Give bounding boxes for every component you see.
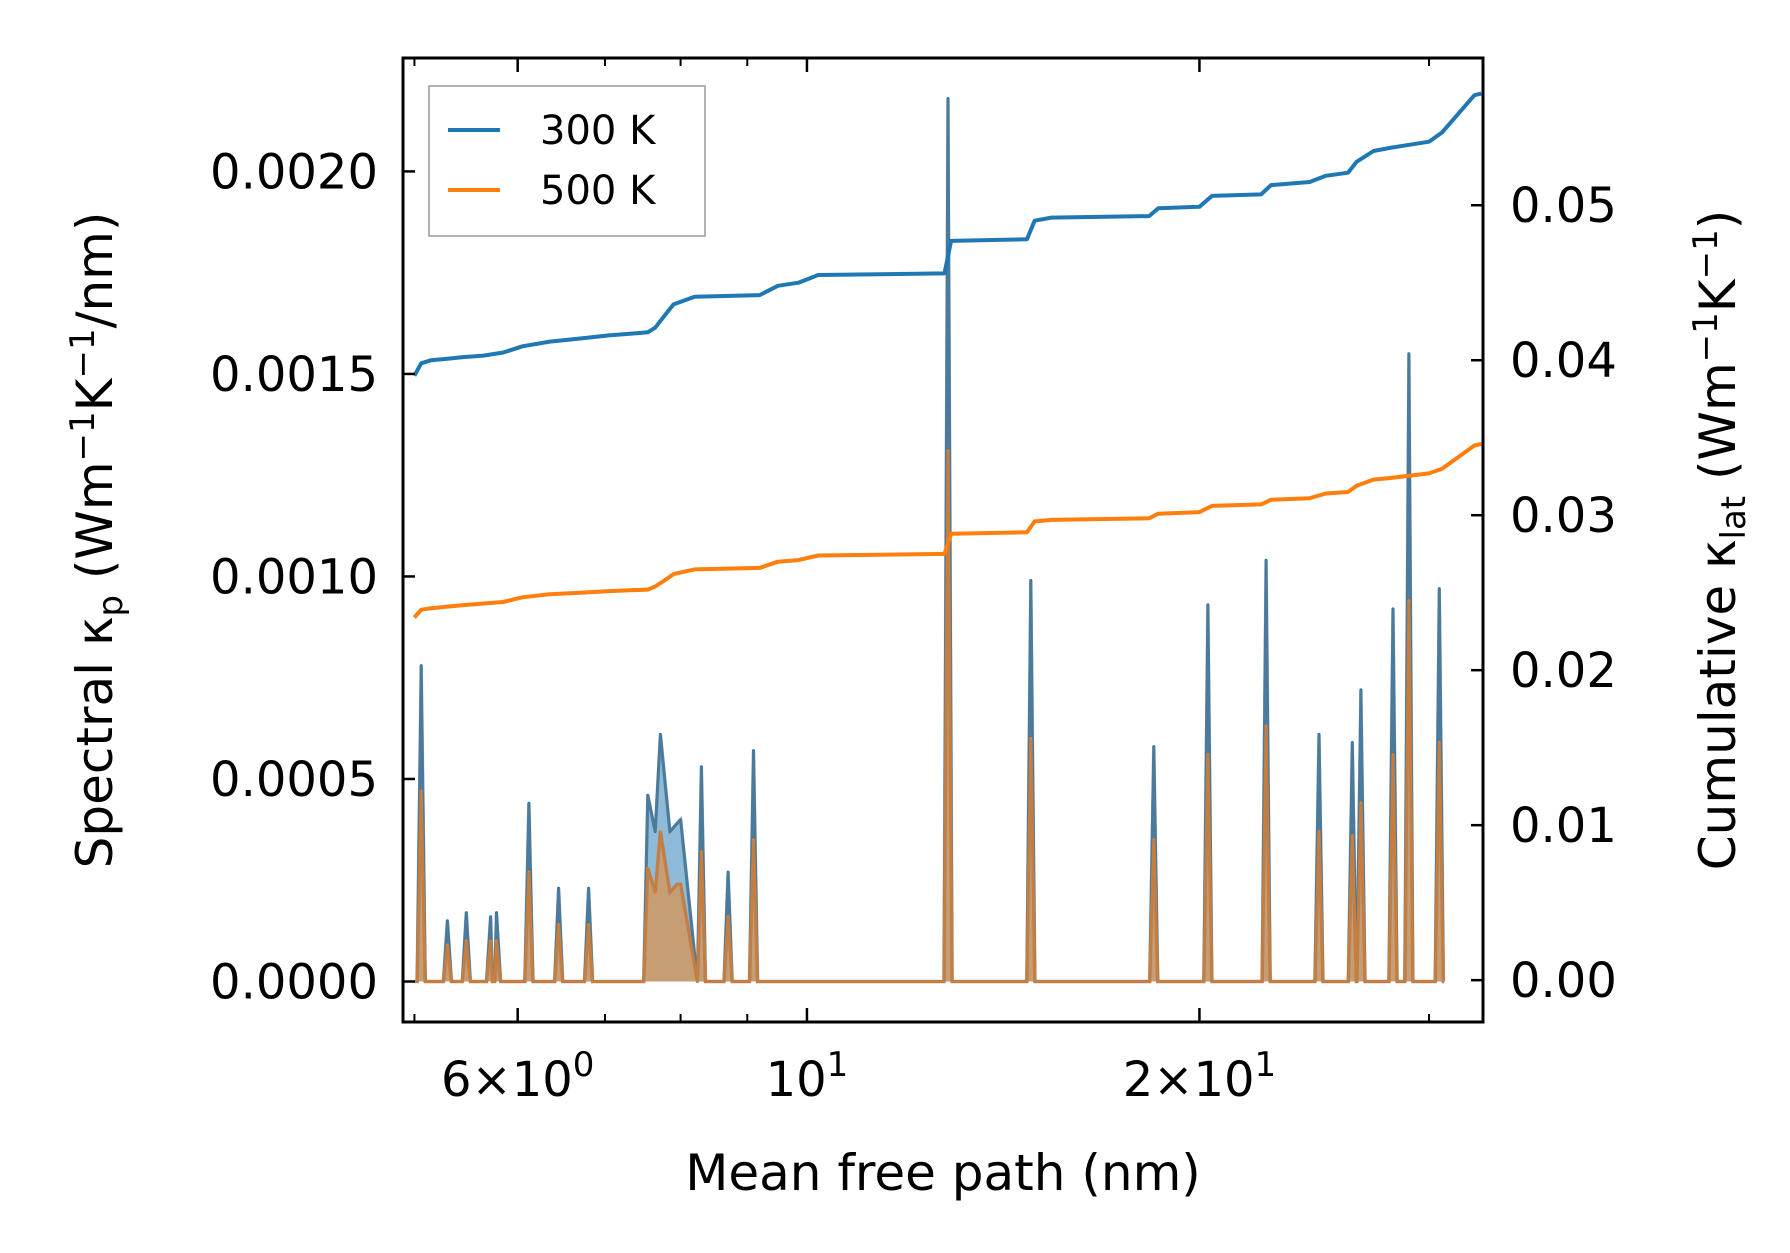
spectral-fill-500k [414, 450, 1444, 982]
y-left-axis-title: Spectral κp (Wm−1K−1/nm) [63, 212, 131, 869]
y-right-tick-label: 0.04 [1510, 333, 1617, 389]
x-tick-label: 6×100 [441, 1045, 594, 1108]
y-right-tick-label: 0.01 [1510, 798, 1617, 854]
x-tick-label: 2×101 [1123, 1045, 1276, 1108]
y-right-tick-label: 0.05 [1510, 178, 1617, 234]
y-left-tick-label: 0.0020 [210, 144, 378, 200]
legend-label-300k: 300 K [540, 108, 657, 154]
spectral-line-500k [414, 449, 1445, 983]
plot-frame [401, 56, 1485, 1024]
y-right-tick-label: 0.02 [1510, 643, 1617, 699]
spectral-layer [414, 97, 1446, 984]
y-left-tick-label: 0.0010 [210, 549, 378, 605]
y-left-tick-label: 0.0015 [210, 347, 378, 403]
x-axis-title: Mean free path (nm) [685, 1144, 1201, 1202]
legend-frame [428, 85, 706, 237]
legend-label-500k: 500 K [540, 168, 657, 214]
y-left-tick-label: 0.0000 [210, 954, 378, 1010]
y-right-axis-title: Cumulative κlat (Wm−1K−1) [1686, 210, 1754, 870]
cumulative-lines [412, 91, 1482, 619]
y-left-tick-label: 0.0005 [210, 752, 378, 808]
y-right-tick-label: 0.00 [1510, 953, 1617, 1009]
legend: 300 K 500 K [428, 85, 706, 237]
y-right-tick-label: 0.03 [1510, 488, 1617, 544]
cumulative-line-500k [412, 441, 1482, 619]
axis-ticks: 0.0000 0.0005 0.0010 0.0015 0.0020 0.00 0.01 0.… [210, 58, 1617, 1108]
x-tick-label: 101 [766, 1045, 849, 1108]
cumulative-line-300k [412, 91, 1482, 377]
spectral-edge-500k [414, 450, 1446, 984]
